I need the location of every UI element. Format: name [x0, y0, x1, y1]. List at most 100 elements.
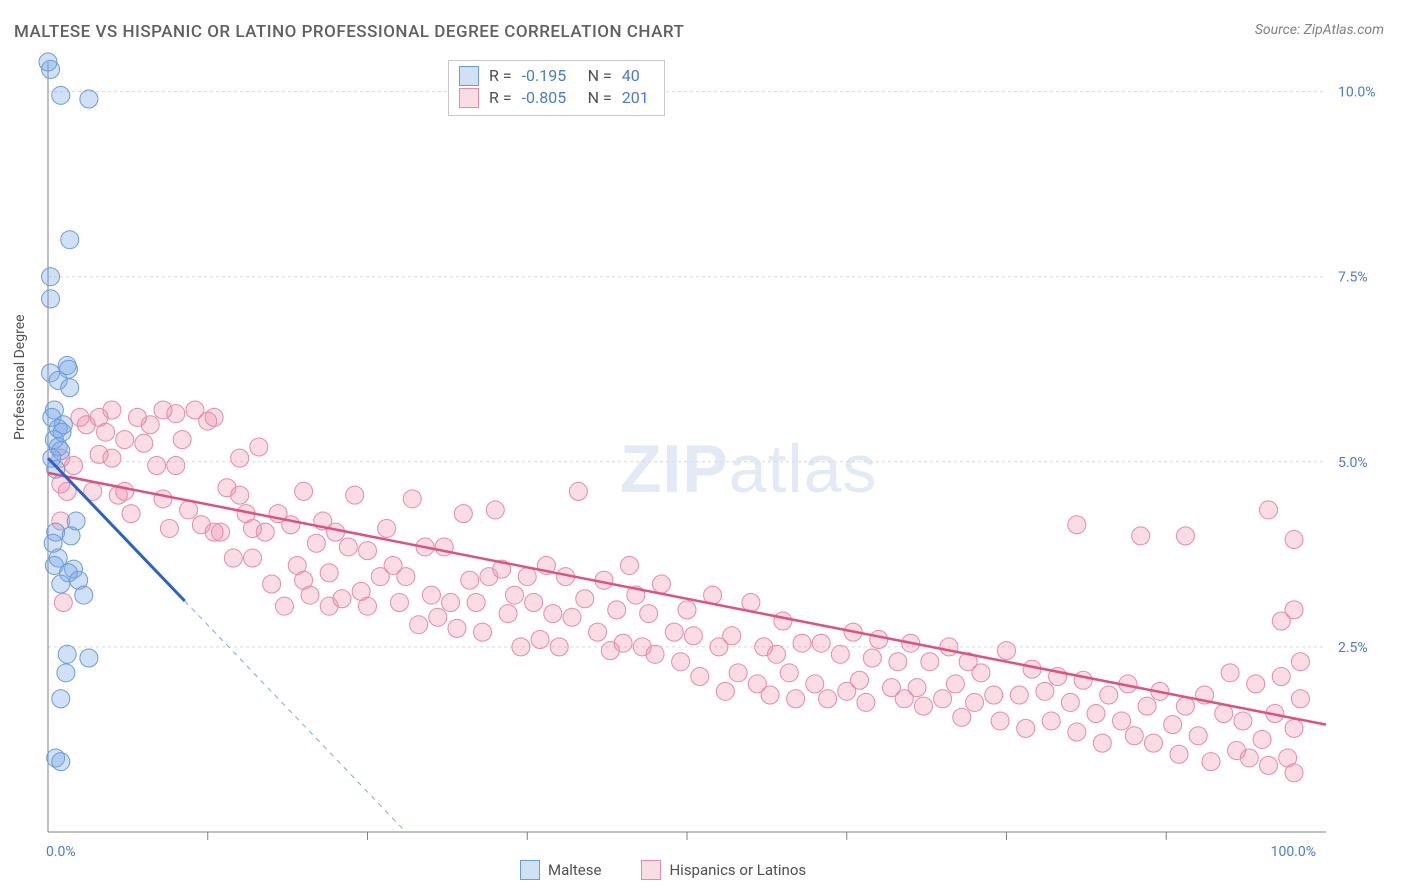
- data-point: [742, 593, 760, 611]
- data-point: [940, 638, 958, 656]
- data-point: [103, 449, 121, 467]
- data-point: [1068, 516, 1086, 534]
- data-point: [410, 616, 428, 634]
- corr-legend-row: R =-0.805N =201: [459, 87, 652, 109]
- data-point: [1068, 723, 1086, 741]
- data-point: [1202, 753, 1220, 771]
- data-point: [339, 538, 357, 556]
- data-point: [167, 405, 185, 423]
- data-point: [678, 601, 696, 619]
- correlation-legend: R =-0.195N =40R =-0.805N =201: [448, 60, 665, 116]
- data-point: [640, 605, 658, 623]
- data-point: [1285, 601, 1303, 619]
- data-point: [1291, 690, 1309, 708]
- data-point: [231, 486, 249, 504]
- data-point: [57, 664, 75, 682]
- data-point: [42, 60, 60, 78]
- data-point: [723, 627, 741, 645]
- data-point: [684, 627, 702, 645]
- data-point: [52, 690, 70, 708]
- data-point: [275, 597, 293, 615]
- data-point: [397, 568, 415, 586]
- data-point: [295, 482, 313, 500]
- data-point: [359, 542, 377, 560]
- data-point: [301, 586, 319, 604]
- data-point: [787, 690, 805, 708]
- data-point: [307, 534, 325, 552]
- data-point: [256, 523, 274, 541]
- data-point: [1113, 712, 1131, 730]
- data-point: [224, 549, 242, 567]
- data-point: [831, 645, 849, 663]
- data-point: [1259, 501, 1277, 519]
- data-point: [62, 527, 80, 545]
- data-point: [1125, 727, 1143, 745]
- data-point: [1247, 675, 1265, 693]
- data-point: [1253, 730, 1271, 748]
- data-point: [80, 649, 98, 667]
- data-point: [61, 379, 79, 397]
- data-point: [569, 482, 587, 500]
- data-point: [857, 693, 875, 711]
- data-point: [474, 623, 492, 641]
- data-point: [889, 653, 907, 671]
- data-point: [550, 638, 568, 656]
- n-label: N =: [588, 65, 612, 87]
- data-point: [97, 423, 115, 441]
- data-point: [52, 575, 70, 593]
- data-point: [403, 490, 421, 508]
- data-point: [761, 686, 779, 704]
- data-point: [1189, 727, 1207, 745]
- legend-swatch: [459, 88, 479, 108]
- data-point: [1285, 764, 1303, 782]
- data-point: [52, 753, 70, 771]
- data-point: [544, 605, 562, 623]
- data-point: [1234, 712, 1252, 730]
- data-point: [531, 631, 549, 649]
- data-point: [793, 634, 811, 652]
- r-value: -0.195: [522, 65, 578, 87]
- data-point: [54, 593, 72, 611]
- data-point: [378, 519, 396, 537]
- data-point: [966, 693, 984, 711]
- data-point: [1176, 697, 1194, 715]
- data-point: [173, 431, 191, 449]
- data-point: [652, 575, 670, 593]
- data-point: [1144, 734, 1162, 752]
- data-point: [1170, 745, 1188, 763]
- data-point: [167, 457, 185, 475]
- data-point: [154, 490, 172, 508]
- legend-label: Hispanics or Latinos: [669, 861, 806, 879]
- data-point: [672, 653, 690, 671]
- data-point: [333, 590, 351, 608]
- data-point: [921, 653, 939, 671]
- data-point: [953, 708, 971, 726]
- data-point: [52, 86, 70, 104]
- data-point: [467, 593, 485, 611]
- data-point: [716, 682, 734, 700]
- data-point: [42, 268, 60, 286]
- r-value: -0.805: [522, 87, 578, 109]
- data-point: [103, 401, 121, 419]
- data-point: [42, 290, 60, 308]
- data-point: [346, 486, 364, 504]
- data-point: [1285, 531, 1303, 549]
- data-point: [448, 619, 466, 637]
- data-point: [212, 523, 230, 541]
- data-point: [263, 575, 281, 593]
- data-point: [461, 571, 479, 589]
- data-point: [243, 549, 261, 567]
- legend-swatch: [641, 860, 661, 880]
- data-point: [1291, 653, 1309, 671]
- x-tick-label: 100.0%: [1271, 844, 1316, 860]
- data-point: [851, 671, 869, 689]
- data-point: [1036, 682, 1054, 700]
- data-point: [65, 457, 83, 475]
- data-point: [148, 457, 166, 475]
- data-point: [1061, 693, 1079, 711]
- data-point: [486, 501, 504, 519]
- r-label: R =: [489, 65, 512, 87]
- y-tick-label: 2.5%: [1338, 640, 1368, 656]
- data-point: [819, 690, 837, 708]
- x-tick-label: 0.0%: [46, 844, 76, 860]
